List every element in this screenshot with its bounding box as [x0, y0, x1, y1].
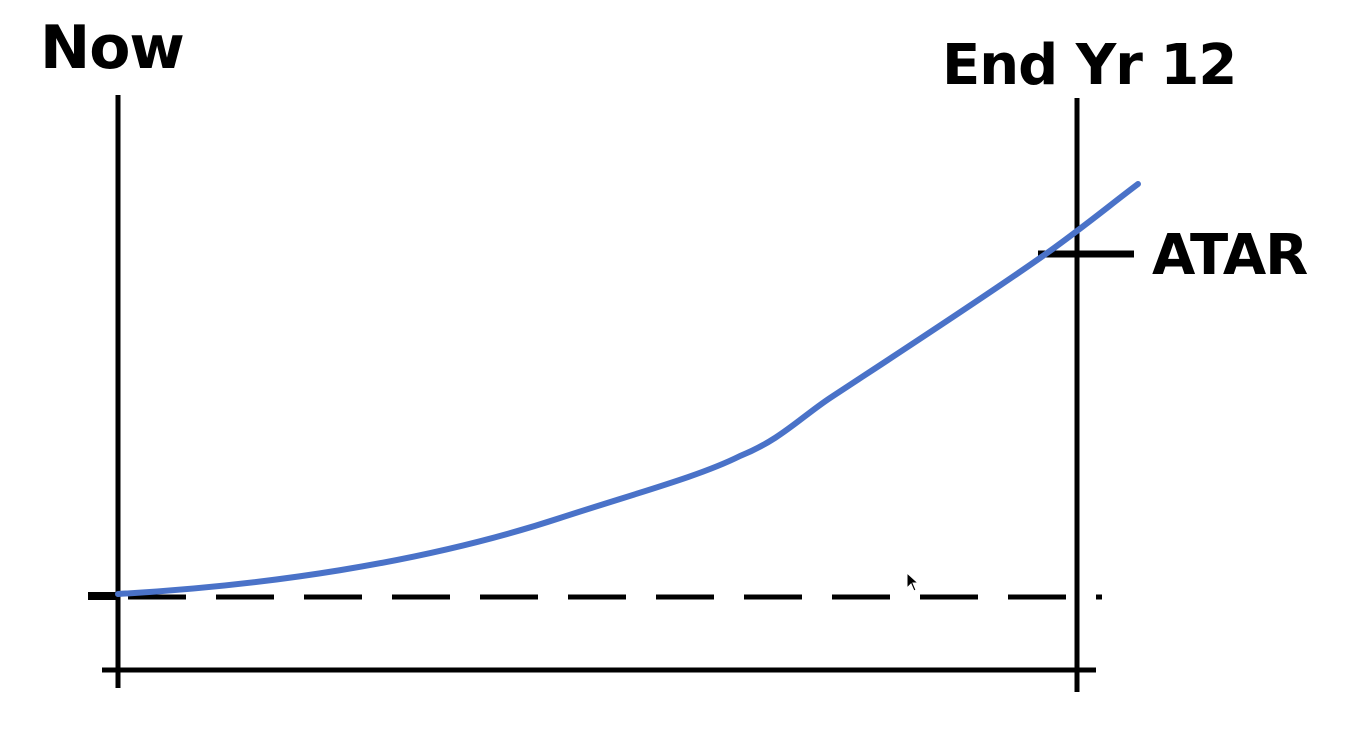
growth-curve	[115, 181, 1141, 597]
end-yr-12-label: End Yr 12	[942, 33, 1237, 98]
now-label: Now	[40, 13, 185, 83]
atar-label: ATAR	[1152, 223, 1308, 288]
mouse-pointer-icon	[906, 572, 920, 592]
